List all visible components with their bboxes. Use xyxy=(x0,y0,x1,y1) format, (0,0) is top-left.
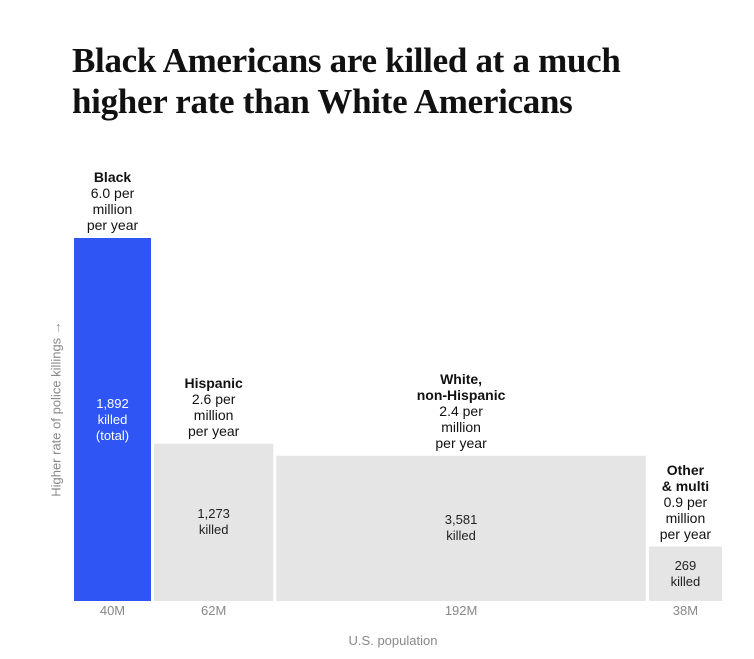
population-label-white-non-hispanic: 192M xyxy=(444,603,478,618)
group-name: Hispanic xyxy=(184,374,243,391)
killed-label-other-multi: 269 killed xyxy=(670,557,701,589)
bar-white-non-hispanic xyxy=(276,455,646,601)
bar-black xyxy=(74,238,151,601)
chart-title: Black Americans are killed at a much hig… xyxy=(72,41,621,121)
group-label-white-non-hispanic: White, non-Hispanic 2.4 per million per y… xyxy=(386,371,536,451)
y-axis-label: Higher rate of police killings → xyxy=(48,321,64,497)
bar-hispanic xyxy=(154,443,274,601)
group-label-hispanic: Hispanic 2.6 per million per year xyxy=(154,375,273,439)
killed-label-hispanic: 1,273 killed xyxy=(197,506,230,538)
group-name: Other & multi xyxy=(661,461,710,494)
group-rate-label: 2.4 per million per year xyxy=(435,402,487,451)
y-axis-label-container: Higher rate of police killings → xyxy=(47,318,65,500)
bar-other-multi xyxy=(648,546,722,601)
x-axis-label: U.S. population xyxy=(348,633,438,648)
population-label-other-multi: 38M xyxy=(672,603,699,618)
killed-label-white-non-hispanic: 3,581 killed xyxy=(444,512,478,544)
group-rate-label: 0.9 per million per year xyxy=(659,493,712,542)
group-label-other-multi: Other & multi 0.9 per million per year xyxy=(649,462,722,542)
killed-label-black: 1,892 killed (total) xyxy=(95,395,130,443)
group-rate-label: 6.0 per million per year xyxy=(86,185,139,233)
population-label-black: 40M xyxy=(99,603,126,618)
group-rate-label: 2.6 per million per year xyxy=(187,390,240,439)
group-label-black: Black 6.0 per million per year xyxy=(74,169,151,233)
population-label-hispanic: 62M xyxy=(201,603,227,618)
group-name: Black xyxy=(93,169,132,185)
group-name: White, non-Hispanic xyxy=(416,370,506,403)
